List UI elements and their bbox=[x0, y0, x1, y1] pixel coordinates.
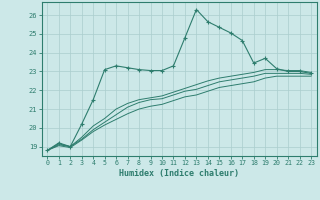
X-axis label: Humidex (Indice chaleur): Humidex (Indice chaleur) bbox=[119, 169, 239, 178]
